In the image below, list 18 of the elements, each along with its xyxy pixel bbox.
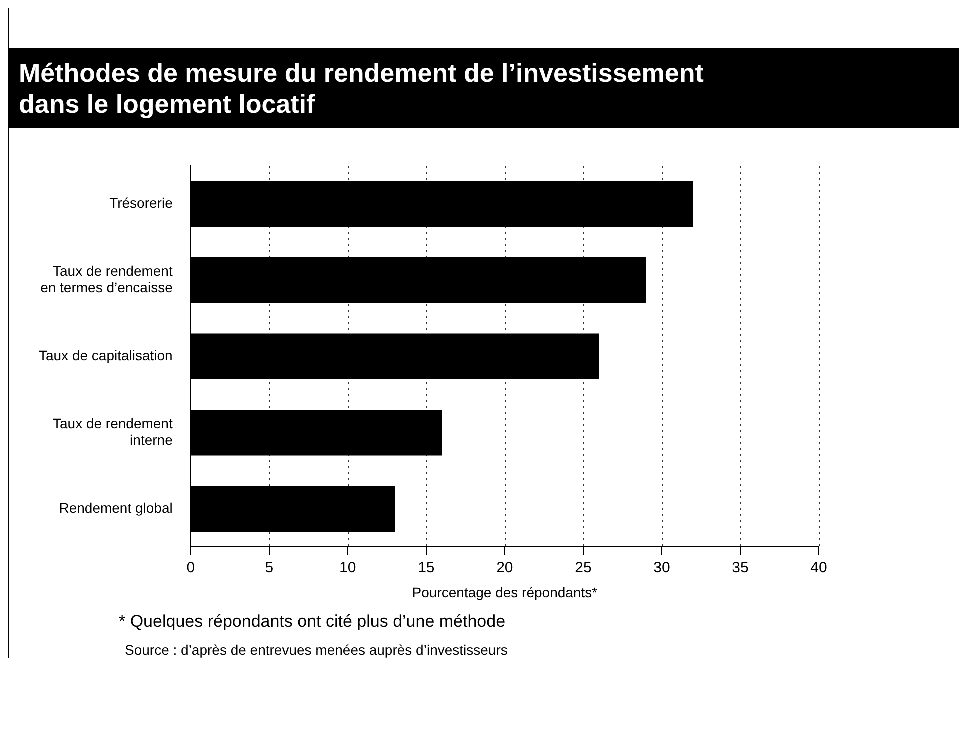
source-note: Source : d’après de entrevues menées auprès d’investisseurs <box>125 642 509 658</box>
x-tick-label: 35 <box>732 559 749 576</box>
x-tick-label: 30 <box>654 559 670 576</box>
x-tick-label: 15 <box>418 559 435 576</box>
x-tick-label: 5 <box>265 559 274 576</box>
y-tick-label: Trésorerie <box>110 194 174 211</box>
x-tick-label: 40 <box>810 559 828 576</box>
x-tick-label: 25 <box>575 559 592 576</box>
y-tick-label: Taux de rendement interne <box>53 415 174 448</box>
y-tick-label: Rendement global <box>59 500 173 516</box>
y-tick-label: Taux de capitalisation <box>38 347 173 364</box>
x-tick-label: 20 <box>496 559 514 576</box>
text: * Quelques répondants ont cité plus d’une méthode <box>119 612 507 632</box>
x-axis-title: Pourcentage des répondants* <box>412 584 598 600</box>
y-tick-label: Taux de rendement en termes d’encaisse <box>40 262 174 296</box>
x-tick-label: 0 <box>186 559 196 576</box>
x-tick-label: 10 <box>340 559 356 576</box>
chart-title: Méthodes de mesure du rendement de l’investissement dans le logement locatif <box>19 58 705 120</box>
